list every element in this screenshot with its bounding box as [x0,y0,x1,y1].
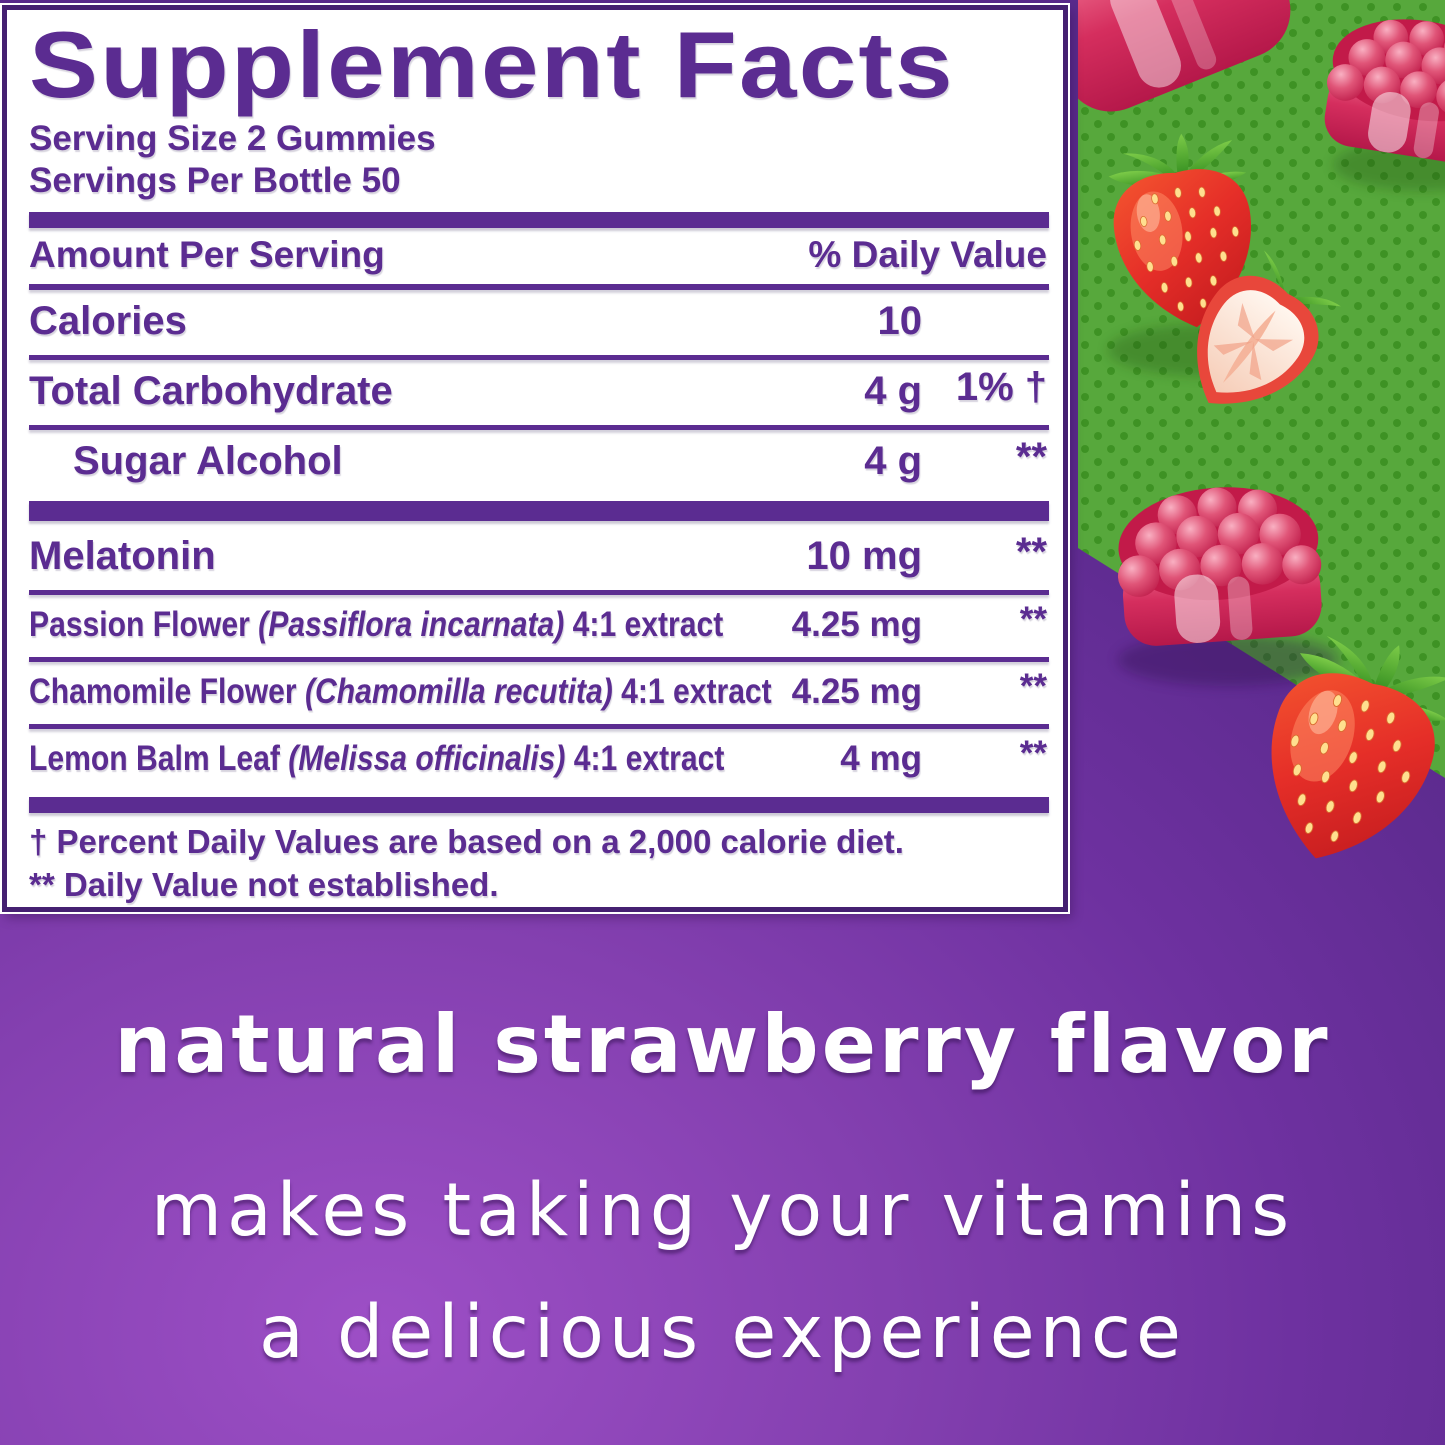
nutrient-extract-ratio: 4:1 extract [572,605,724,644]
nutrient-extract-ratio: 4:1 extract [573,739,725,778]
nutrient-latin-name: (Passiflora incarnata) [258,605,565,644]
nutrient-daily-value: ** [1015,530,1047,574]
divider-bar [29,501,1049,521]
nutrient-amount: 4.25 mg [791,672,922,711]
gummy-side-icon [1078,0,1291,112]
table-header: Amount Per Serving % Daily Value [29,234,1049,284]
table-row: Lemon Balm Leaf (Melissa officinalis) 4:… [29,729,1049,791]
nutrient-name: Calories [29,299,187,343]
supplement-facts-label: Supplement Facts Serving Size 2 Gummies … [2,5,1068,912]
divider-rule [29,657,1049,662]
nutrient-name: Total Carbohydrate [29,369,393,413]
table-row: Passion Flower (Passiflora incarnata) 4:… [29,595,1049,657]
footnote-not-established: ** Daily Value not established. [29,865,499,903]
table-row: Calories 10 [29,290,1049,355]
table-row: Total Carbohydrate 4 g 1% † [29,360,1049,425]
nutrient-daily-value: ** [1019,600,1047,639]
fruit-artwork-panel [1078,0,1445,885]
nutrient-name: Passion Flower [29,605,250,644]
nutrient-latin-name: (Chamomilla recutita) [304,672,613,711]
daily-value-column-header: % Daily Value [808,234,1047,275]
nutrient-extract-ratio: 4:1 extract [621,672,772,711]
nutrient-amount: 10 mg [806,534,922,578]
divider-rule [29,425,1049,430]
amount-column-header: Amount Per Serving [29,234,385,275]
footnotes: † Percent Daily Values are based on a 2,… [29,821,1049,907]
nutrient-name: Chamomile Flower [29,672,297,711]
nutrient-amount: 10 [877,299,923,343]
divider-rule [29,284,1049,290]
nutrient-daily-value: 1% † [955,365,1047,409]
nutrient-name: Sugar Alcohol [73,439,343,483]
nutrient-amount: 4.25 mg [791,605,922,644]
nutrient-daily-value: ** [1015,435,1047,479]
nutrient-daily-value: ** [1019,734,1047,773]
servings-per-bottle: Servings Per Bottle 50 [29,161,401,200]
nutrient-name: Lemon Balm Leaf [29,739,280,778]
divider-rule [29,724,1049,729]
footnote-daily-value: † Percent Daily Values are based on a 2,… [29,823,904,860]
nutrient-amount: 4 g [864,439,922,483]
table-row: Sugar Alcohol 4 g ** [29,430,1049,495]
divider-bar [29,212,1049,228]
label-title: Supplement Facts [29,12,955,117]
serving-size: Serving Size 2 Gummies [29,119,436,158]
divider-bar [29,797,1049,813]
divider-rule [29,355,1049,360]
table-row: Melatonin 10 mg ** [29,525,1049,590]
nutrient-latin-name: (Melissa officinalis) [288,739,566,778]
tagline-experience: a delicious experience [259,1290,1186,1375]
tagline-flavor: natural strawberry flavor [114,998,1331,1091]
table-row: Chamomile Flower (Chamomilla recutita) 4… [29,662,1049,724]
divider-rule [29,590,1049,595]
nutrient-daily-value: ** [1019,667,1047,706]
nutrient-amount: 4 g [864,369,922,413]
tagline-vitamins: makes taking your vitamins [150,1168,1295,1253]
nutrient-name: Melatonin [29,534,216,578]
nutrient-amount: 4 mg [840,739,922,778]
gummy-shadow [1118,634,1338,686]
